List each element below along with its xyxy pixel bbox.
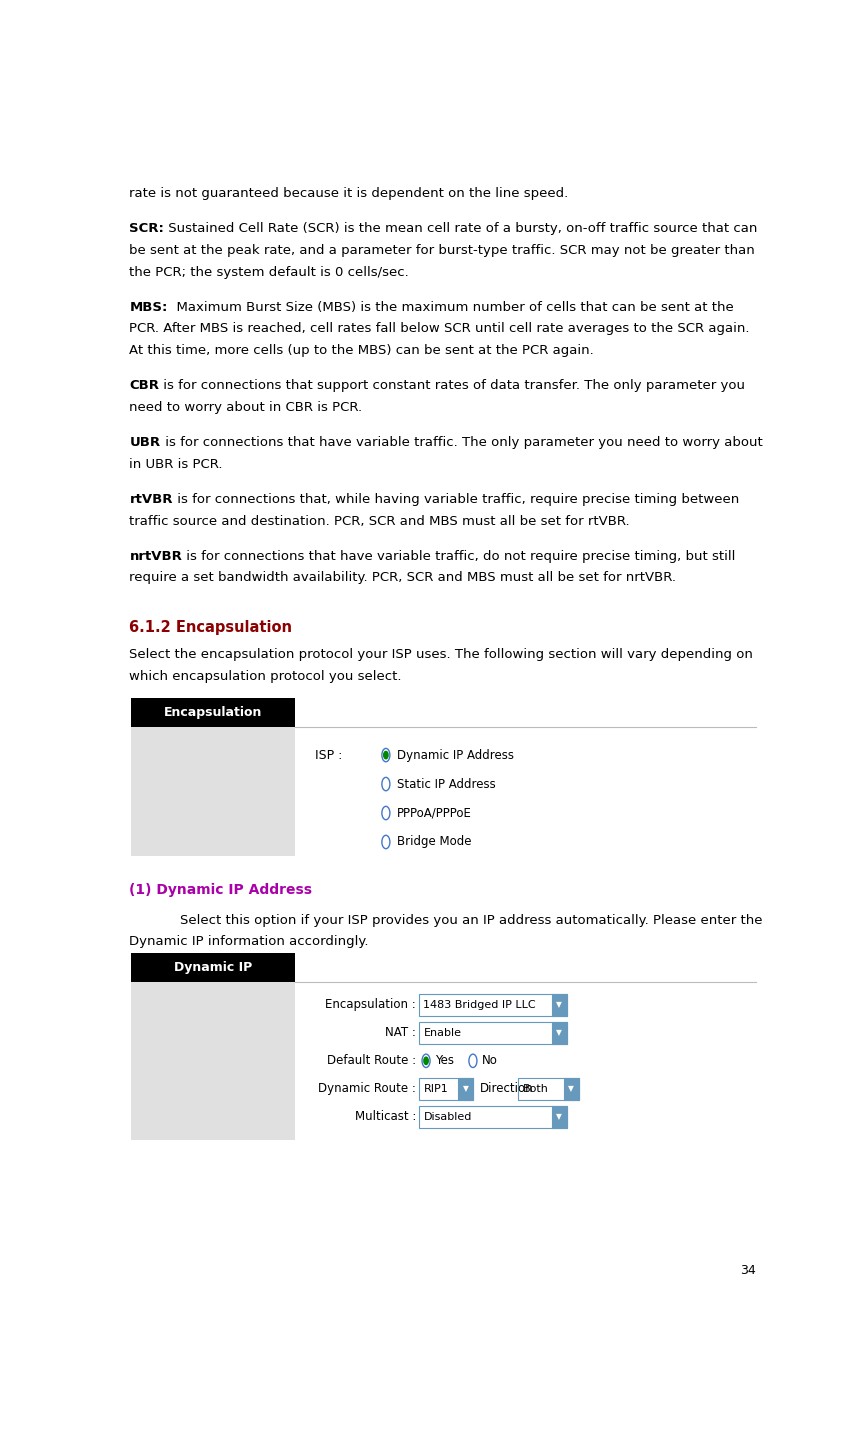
Text: Dynamic IP Address: Dynamic IP Address — [397, 748, 513, 761]
Text: 1483 Bridged IP LLC: 1483 Bridged IP LLC — [423, 1000, 536, 1010]
Text: Select the encapsulation protocol your ISP uses. The following section will vary: Select the encapsulation protocol your I… — [130, 648, 753, 661]
Text: rate is not guaranteed because it is dependent on the line speed.: rate is not guaranteed because it is dep… — [130, 187, 569, 200]
Text: Both: Both — [523, 1084, 549, 1094]
Text: ▼: ▼ — [556, 1113, 562, 1121]
Text: which encapsulation protocol you select.: which encapsulation protocol you select. — [130, 670, 402, 683]
Bar — [419, 994, 567, 1016]
Text: At this time, more cells (up to the MBS) can be sent at the PCR again.: At this time, more cells (up to the MBS)… — [130, 344, 594, 357]
Text: require a set bandwidth availability. PCR, SCR and MBS must all be set for nrtVB: require a set bandwidth availability. PC… — [130, 572, 677, 585]
Text: in UBR is PCR.: in UBR is PCR. — [130, 457, 223, 470]
Text: RIP1: RIP1 — [423, 1084, 448, 1094]
Text: 6.1.2 Encapsulation: 6.1.2 Encapsulation — [130, 619, 292, 635]
Text: Direction: Direction — [480, 1082, 533, 1095]
Bar — [131, 699, 295, 728]
Text: is for connections that have variable traffic. The only parameter you need to wo: is for connections that have variable tr… — [161, 436, 762, 449]
Text: ▼: ▼ — [569, 1084, 575, 1094]
Text: Encapsulation: Encapsulation — [164, 706, 263, 719]
Text: need to worry about in CBR is PCR.: need to worry about in CBR is PCR. — [130, 401, 363, 414]
Bar — [131, 952, 295, 981]
Text: rtVBR: rtVBR — [130, 493, 173, 506]
Bar — [419, 1078, 473, 1100]
Bar — [518, 1078, 579, 1100]
Text: is for connections that, while having variable traffic, require precise timing b: is for connections that, while having va… — [173, 493, 740, 506]
Text: ▼: ▼ — [556, 1000, 562, 1009]
Circle shape — [384, 751, 388, 758]
Text: Multicast :: Multicast : — [354, 1110, 416, 1123]
Text: Maximum Burst Size (MBS) is the maximum number of cells that can be sent at the: Maximum Burst Size (MBS) is the maximum … — [168, 301, 734, 314]
Bar — [564, 1078, 579, 1100]
Text: traffic source and destination. PCR, SCR and MBS must all be set for rtVBR.: traffic source and destination. PCR, SCR… — [130, 515, 630, 528]
Text: is for connections that have variable traffic, do not require precise timing, bu: is for connections that have variable tr… — [182, 550, 735, 563]
Text: Yes: Yes — [435, 1055, 454, 1068]
Text: nrtVBR: nrtVBR — [130, 550, 182, 563]
Text: Dynamic IP information accordingly.: Dynamic IP information accordingly. — [130, 935, 369, 948]
Text: Sustained Cell Rate (SCR) is the mean cell rate of a bursty, on-off traffic sour: Sustained Cell Rate (SCR) is the mean ce… — [164, 221, 758, 234]
Text: Default Route :: Default Route : — [327, 1055, 416, 1068]
Text: PPPoA/PPPoE: PPPoA/PPPoE — [397, 806, 472, 819]
Text: Dynamic Route :: Dynamic Route : — [318, 1082, 416, 1095]
Bar — [419, 1106, 567, 1129]
Text: ▼: ▼ — [556, 1029, 562, 1037]
Bar — [458, 1078, 473, 1100]
Text: Dynamic IP: Dynamic IP — [175, 961, 252, 974]
Text: Enable: Enable — [423, 1027, 461, 1037]
Text: CBR: CBR — [130, 379, 160, 392]
Text: ISP :: ISP : — [315, 748, 342, 761]
Text: No: No — [482, 1055, 499, 1068]
Text: Encapsulation :: Encapsulation : — [325, 998, 416, 1011]
Text: be sent at the peak rate, and a parameter for burst-type traffic. SCR may not be: be sent at the peak rate, and a paramete… — [130, 245, 755, 256]
Text: PCR. After MBS is reached, cell rates fall below SCR until cell rate averages to: PCR. After MBS is reached, cell rates fa… — [130, 323, 750, 336]
Text: the PCR; the system default is 0 cells/sec.: the PCR; the system default is 0 cells/s… — [130, 266, 410, 279]
Text: 34: 34 — [740, 1263, 756, 1276]
Text: Disabled: Disabled — [423, 1111, 472, 1121]
Bar — [552, 1106, 567, 1129]
Text: SCR:: SCR: — [130, 221, 164, 234]
Bar — [419, 1022, 567, 1043]
Text: Select this option if your ISP provides you an IP address automatically. Please : Select this option if your ISP provides … — [180, 913, 762, 926]
Text: ▼: ▼ — [462, 1084, 468, 1094]
Text: NAT :: NAT : — [385, 1026, 416, 1039]
Text: is for connections that support constant rates of data transfer. The only parame: is for connections that support constant… — [160, 379, 746, 392]
Bar — [552, 1022, 567, 1043]
Bar — [131, 981, 295, 1140]
Text: MBS:: MBS: — [130, 301, 168, 314]
Text: Static IP Address: Static IP Address — [397, 777, 495, 790]
Bar — [131, 728, 295, 857]
Bar — [552, 994, 567, 1016]
Text: UBR: UBR — [130, 436, 161, 449]
Circle shape — [424, 1058, 429, 1065]
Text: Bridge Mode: Bridge Mode — [397, 835, 471, 848]
Text: (1) Dynamic IP Address: (1) Dynamic IP Address — [130, 883, 313, 897]
